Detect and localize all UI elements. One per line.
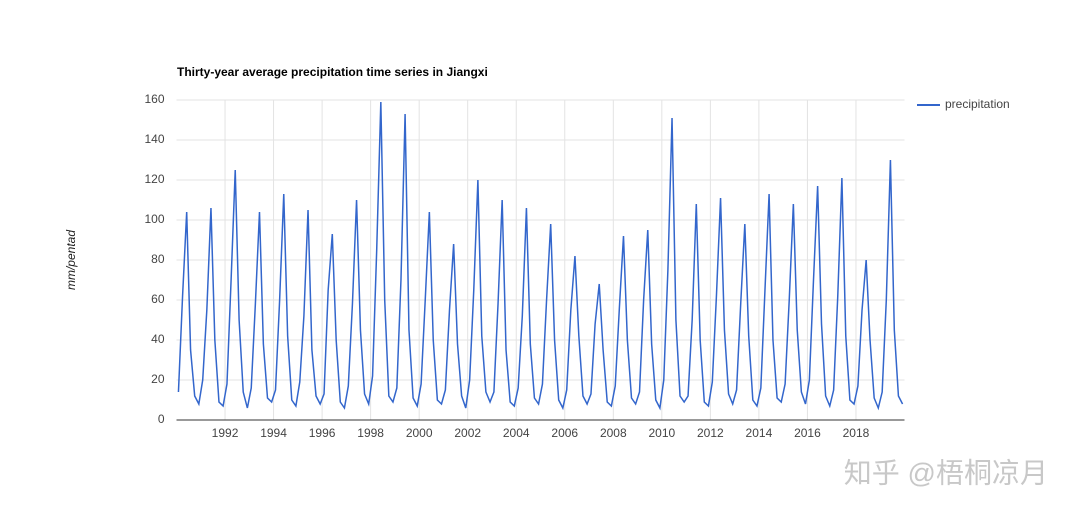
x-tick-label: 2012: [697, 426, 724, 440]
x-tick-label: 2000: [406, 426, 433, 440]
y-tick-label: 60: [151, 292, 165, 306]
x-tick-label: 2016: [794, 426, 821, 440]
x-tick-label: 2018: [843, 426, 870, 440]
x-tick-label: 2002: [454, 426, 481, 440]
y-tick-label: 80: [151, 252, 165, 266]
y-tick-label: 40: [151, 332, 165, 346]
watermark: 知乎 @梧桐凉月: [844, 457, 1048, 488]
y-tick-label: 140: [144, 132, 164, 146]
x-tick-label: 2008: [600, 426, 627, 440]
chart-title: Thirty-year average precipitation time s…: [177, 65, 488, 79]
y-tick-label: 20: [151, 372, 165, 386]
x-tick-label: 2014: [746, 426, 773, 440]
data-line: [177, 101, 904, 411]
x-tick-label: 1998: [357, 426, 384, 440]
y-tick-label: 160: [144, 92, 164, 106]
y-tick-label: 0: [158, 412, 165, 426]
x-tick-label: 2006: [551, 426, 578, 440]
x-tick-label: 2010: [648, 426, 675, 440]
y-tick-label: 100: [144, 212, 164, 226]
y-tick-label: 120: [144, 172, 164, 186]
x-tick-label: 1992: [212, 426, 239, 440]
x-tick-label: 2004: [503, 426, 530, 440]
y-axis-label: mm/pentad: [64, 230, 78, 290]
x-tick-label: 1996: [309, 426, 336, 440]
x-tick-label: 1994: [260, 426, 287, 440]
legend-label: precipitation: [945, 97, 1010, 111]
